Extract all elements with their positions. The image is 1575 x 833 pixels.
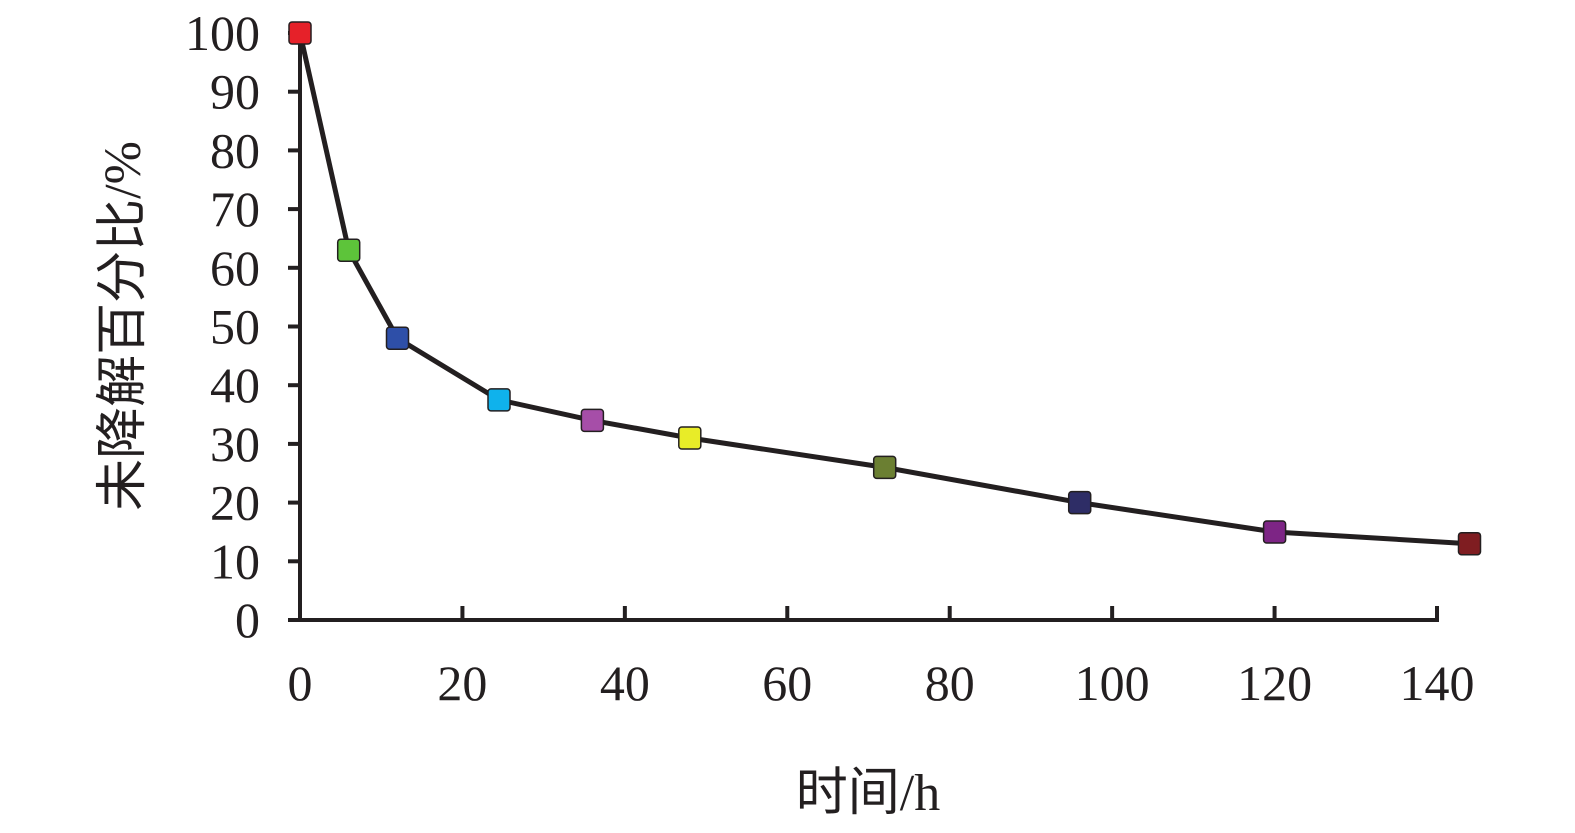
y-tick-label: 60 <box>210 240 260 296</box>
x-tick-label: 60 <box>762 655 812 711</box>
data-point-marker <box>678 426 702 450</box>
x-tick-label: 20 <box>437 655 487 711</box>
series-line <box>297 32 1470 547</box>
y-tick-label: 20 <box>210 475 260 531</box>
y-tick-label: 0 <box>235 592 260 648</box>
y-tick-label: 30 <box>210 416 260 472</box>
x-tick-label: 0 <box>288 655 313 711</box>
x-tick-label: 40 <box>600 655 650 711</box>
y-tick-label: 70 <box>210 181 260 237</box>
y-tick-label: 90 <box>210 64 260 120</box>
x-axis-ticks: 0 20 40 60 80 100 120 140 <box>288 606 1475 711</box>
data-point-marker <box>336 238 361 262</box>
x-tick-label: 120 <box>1237 655 1312 711</box>
data-point-marker <box>288 21 312 45</box>
x-tick-label: 80 <box>925 655 975 711</box>
data-point-marker <box>385 326 410 350</box>
y-tick-label: 80 <box>210 122 260 178</box>
y-tick-label: 100 <box>185 5 260 61</box>
data-point-marker <box>487 388 511 412</box>
data-point-marker <box>1457 531 1482 556</box>
data-point-marker <box>872 455 897 480</box>
y-tick-label: 50 <box>210 299 260 355</box>
x-axis-title: 时间/h <box>796 765 940 822</box>
y-tick-label: 10 <box>210 533 260 589</box>
y-axis-title: 未降解百分比/% <box>95 141 152 511</box>
y-tick-label: 40 <box>210 357 260 413</box>
x-tick-label: 140 <box>1400 655 1475 711</box>
data-point-marker <box>1067 490 1092 515</box>
data-point-marker <box>580 408 605 433</box>
x-tick-label: 100 <box>1075 655 1150 711</box>
series-group <box>288 21 1482 556</box>
data-point-marker <box>1262 520 1287 544</box>
